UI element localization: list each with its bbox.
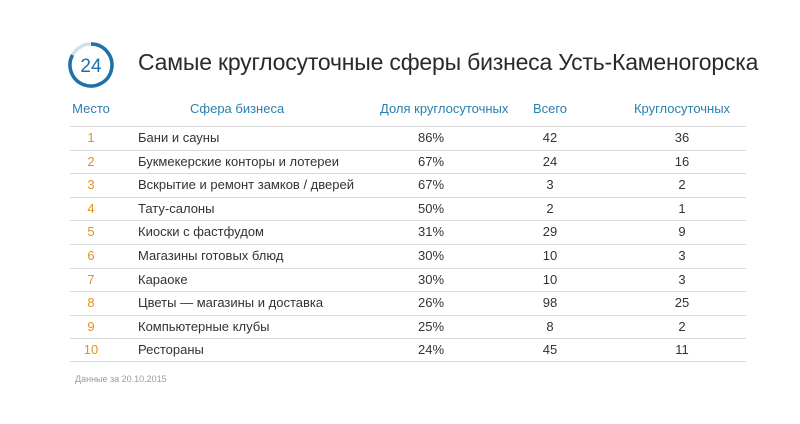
cell-sphere: Рестораны xyxy=(138,342,204,358)
table-row: 4 Тату-салоны 50% 2 1 xyxy=(70,196,746,221)
cell-total: 2 xyxy=(546,200,554,216)
cell-sphere: Цветы — магазины и доставка xyxy=(138,295,324,311)
header-share: Доля круглосуточных xyxy=(380,101,509,116)
cell-share: 86% xyxy=(417,130,445,145)
cell-round: 25 xyxy=(674,295,690,311)
cell-share: 26% xyxy=(417,295,445,311)
cell-total: 8 xyxy=(546,318,554,334)
cell-sphere: Бани и сауны xyxy=(138,130,220,145)
cell-rank: 6 xyxy=(87,247,95,263)
cell-rank: 2 xyxy=(87,153,95,169)
page-title: Самые круглосуточные сферы бизнеса Усть-… xyxy=(138,49,759,75)
table-row: 9 Компьютерные клубы 25% 8 2 xyxy=(70,314,746,339)
cell-round: 9 xyxy=(678,224,686,240)
header-round: Круглосуточных xyxy=(633,101,731,116)
cell-round: 1 xyxy=(678,200,686,216)
cell-share: 25% xyxy=(417,318,445,334)
cell-rank: 1 xyxy=(87,130,95,145)
table-row: 1 Бани и сауны 86% 42 36 xyxy=(70,126,746,150)
table-body: 1 Бани и сауны 86% 42 36 2 Букмекерские контор… xyxy=(70,126,746,362)
cell-total: 45 xyxy=(542,342,558,358)
cell-share: 67% xyxy=(417,153,445,169)
header-sphere: Сфера бизнеса xyxy=(190,101,285,116)
cell-round: 3 xyxy=(678,247,686,263)
cell-share: 30% xyxy=(417,271,445,287)
cell-sphere: Киоски с фастфудом xyxy=(138,224,264,240)
cell-total: 10 xyxy=(542,271,558,287)
data-date-note: Данные за 20.10.2015 xyxy=(75,374,167,384)
cell-round: 36 xyxy=(674,130,690,145)
cell-round: 2 xyxy=(678,318,686,334)
table-row: 3 Вскрытие и ремонт замков / дверей 67% 3 2 xyxy=(70,173,746,197)
table-row: 7 Караоке 30% 10 3 xyxy=(70,267,746,292)
cell-share: 50% xyxy=(417,200,445,216)
cell-rank: 7 xyxy=(87,271,95,287)
cell-total: 98 xyxy=(542,295,558,311)
cell-total: 42 xyxy=(542,130,558,145)
table-row: 6 Магазины готовых блюд 30% 10 3 xyxy=(70,243,746,268)
cell-sphere: Караоке xyxy=(138,271,188,287)
cell-round: 2 xyxy=(678,177,686,193)
cell-rank: 9 xyxy=(87,318,95,334)
table-header: Место Сфера бизнеса Доля круглосуточных … xyxy=(70,96,746,122)
cell-round: 11 xyxy=(675,342,689,358)
cell-sphere: Вскрытие и ремонт замков / дверей xyxy=(138,177,354,193)
table-row: 10 Рестораны 24% 45 11 xyxy=(70,338,746,362)
table-row: 2 Букмекерские конторы и лотереи 67% 24 16 xyxy=(70,149,746,174)
cell-total: 29 xyxy=(542,224,558,240)
cell-rank: 8 xyxy=(87,295,95,311)
table-row: 5 Киоски с фастфудом 31% 29 9 xyxy=(70,220,746,244)
cell-sphere: Тату-салоны xyxy=(138,200,215,216)
logo-text: 24 xyxy=(80,56,102,77)
cell-rank: 5 xyxy=(87,224,95,240)
cell-share: 30% xyxy=(417,247,445,263)
cell-sphere: Компьютерные клубы xyxy=(138,318,270,334)
header-rank: Место xyxy=(72,101,110,116)
cell-total: 24 xyxy=(542,153,558,169)
cell-rank: 10 xyxy=(83,342,99,358)
cell-share: 67% xyxy=(417,177,445,193)
cell-rank: 3 xyxy=(87,177,95,193)
cell-share: 31% xyxy=(417,224,445,240)
cell-round: 16 xyxy=(674,153,690,169)
cell-total: 10 xyxy=(542,247,558,263)
table-row: 8 Цветы — магазины и доставка 26% 98 25 xyxy=(70,291,746,315)
cell-round: 3 xyxy=(678,271,686,287)
cell-share: 24% xyxy=(417,342,445,358)
cell-total: 3 xyxy=(546,177,554,193)
cell-rank: 4 xyxy=(87,200,95,216)
header-total: Всего xyxy=(532,101,568,116)
logo-24-icon: 24 xyxy=(68,42,114,88)
cell-sphere: Магазины готовых блюд xyxy=(138,247,284,263)
cell-sphere: Букмекерские конторы и лотереи xyxy=(138,153,339,169)
